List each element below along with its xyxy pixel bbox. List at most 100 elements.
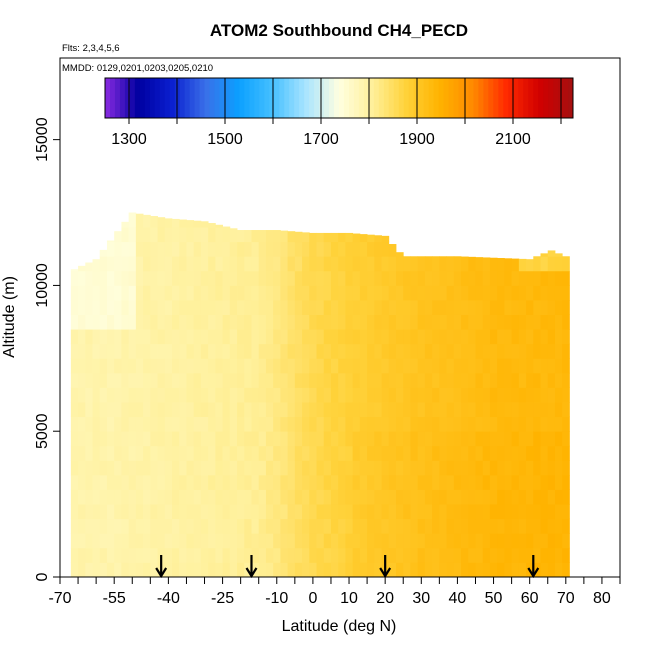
field-cell [135, 533, 144, 549]
field-cell [468, 358, 476, 374]
field-cell [381, 504, 390, 520]
field-cell [114, 270, 122, 286]
field-cell [439, 372, 447, 388]
field-cell [482, 285, 491, 301]
field-cell [374, 547, 382, 563]
field-cell [179, 547, 187, 563]
field-cell [547, 343, 556, 359]
field-cell [143, 358, 151, 374]
field-cell [345, 256, 354, 272]
field-cell [251, 416, 260, 432]
field-cell [562, 474, 570, 490]
field-cell [265, 241, 274, 257]
field-cell [164, 372, 173, 388]
x-tick-label: 0 [308, 590, 317, 607]
field-cell [338, 504, 346, 520]
field-cell [388, 416, 397, 432]
field-cell [215, 387, 223, 403]
field-cell [554, 343, 563, 359]
field-cell [229, 372, 238, 388]
colorbar-swatch [219, 78, 225, 118]
field-cell [497, 258, 505, 272]
field-cell [330, 256, 339, 272]
field-cell [200, 445, 209, 461]
field-cell [396, 518, 404, 534]
field-cell [533, 270, 541, 286]
field-cell [273, 230, 281, 243]
field-cell [432, 504, 440, 520]
field-cell [468, 314, 476, 330]
field-cell [200, 402, 209, 418]
field-cell [215, 533, 223, 549]
field-cell [251, 387, 260, 403]
field-cell [511, 300, 520, 315]
field-cell [359, 343, 368, 359]
y-tick-label: 15000 [34, 117, 51, 162]
field-cell [338, 300, 346, 315]
field-cell [70, 547, 79, 563]
field-cell [518, 445, 527, 461]
field-cell [164, 256, 173, 272]
field-cell [222, 343, 231, 359]
field-cell [200, 562, 209, 578]
field-cell [135, 416, 144, 432]
field-cell [359, 445, 368, 461]
field-cell [157, 518, 166, 534]
field-cell [70, 314, 79, 330]
field-cell [388, 547, 397, 563]
field-cell [258, 270, 267, 286]
field-cell [359, 533, 368, 549]
field-cell [475, 533, 484, 549]
field-cell [316, 518, 325, 534]
field-cell [106, 518, 115, 534]
field-cell [518, 270, 527, 286]
field-cell [157, 387, 166, 403]
field-cell [273, 300, 281, 315]
field-cell [432, 402, 440, 418]
field-cell [489, 314, 498, 330]
field-cell [237, 547, 245, 563]
field-cell [562, 285, 570, 301]
colorbar-swatch [169, 78, 176, 118]
field-cell [200, 300, 209, 315]
field-cell [403, 329, 411, 345]
field-cell [554, 474, 563, 490]
field-cell [251, 504, 260, 520]
field-cell [258, 402, 267, 418]
field-cell [150, 270, 158, 286]
field-cell [461, 562, 469, 578]
field-cell [135, 474, 144, 490]
field-cell [143, 445, 151, 461]
field-cell [172, 227, 180, 243]
field-cell [280, 230, 289, 243]
field-cell [186, 256, 195, 272]
field-cell [280, 285, 289, 301]
field-cell [526, 372, 534, 388]
field-cell [121, 285, 130, 301]
field-cell [323, 416, 332, 432]
field-cell [143, 504, 151, 520]
field-cell [374, 474, 382, 490]
field-cell [453, 431, 462, 447]
field-cell [229, 228, 238, 243]
x-tick-label: -10 [265, 590, 288, 607]
field-cell [345, 343, 354, 359]
field-cell [143, 533, 151, 549]
field-cell [424, 474, 433, 490]
field-cell [475, 402, 484, 418]
field-cell [461, 474, 469, 490]
field-cell [172, 329, 180, 345]
field-cell [164, 343, 173, 359]
colorbar-swatch [119, 78, 126, 118]
field-cell [417, 416, 426, 432]
colorbar-swatch [249, 78, 255, 118]
field-cell [157, 285, 166, 301]
field-cell [70, 270, 79, 286]
field-cell [403, 431, 411, 447]
field-cell [229, 431, 238, 447]
field-cell [533, 533, 541, 549]
field-cell [352, 256, 361, 272]
field-cell [143, 227, 151, 243]
field-cell [540, 329, 549, 345]
field-cell [403, 358, 411, 374]
